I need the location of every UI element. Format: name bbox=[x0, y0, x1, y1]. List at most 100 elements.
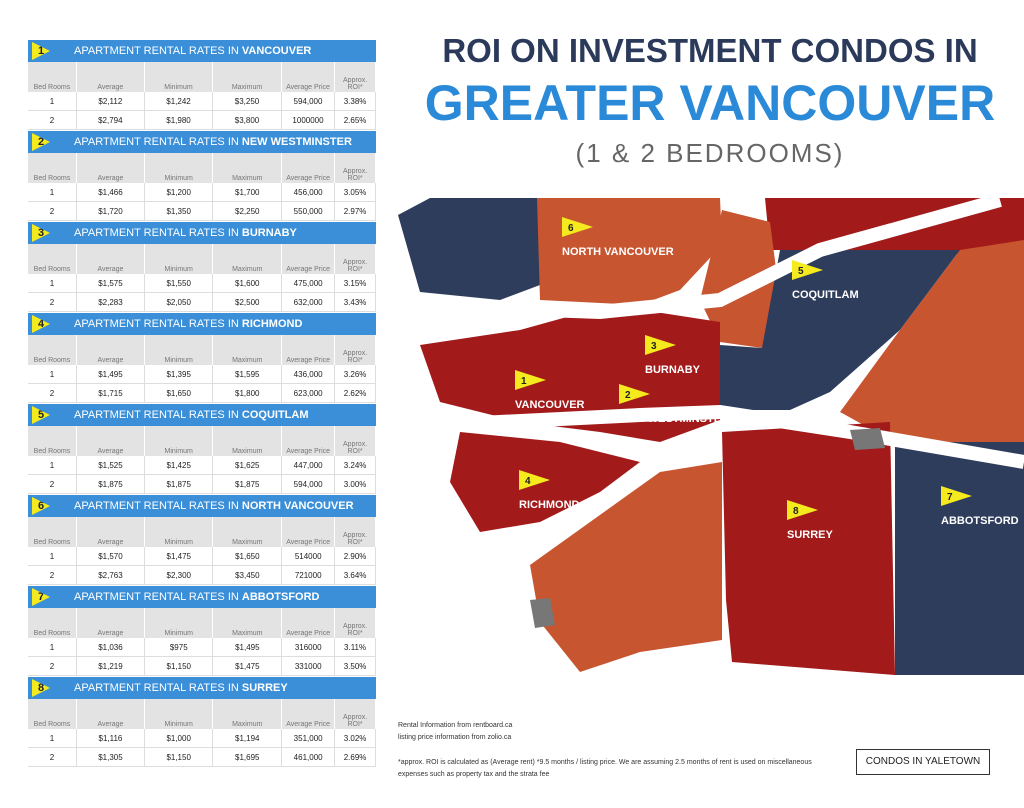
table-body: Bed Rooms Average Minimum Maximum Average Pr… bbox=[28, 608, 376, 676]
source: Rental Information from rentboard.ca bbox=[398, 722, 513, 729]
cell: $1,595 bbox=[212, 365, 283, 384]
cell: $1,525 bbox=[76, 456, 145, 475]
river bbox=[439, 404, 1024, 469]
cell: 3.43% bbox=[334, 292, 376, 312]
data-row: 1 $1,525 $1,425 $1,625 447,000 3.24% bbox=[28, 456, 376, 475]
cell: $1,150 bbox=[144, 656, 214, 676]
cell: $1,000 bbox=[144, 729, 214, 748]
cell: 475,000 bbox=[281, 274, 336, 293]
column-header: Minimum bbox=[144, 426, 214, 456]
column-header: Average Price bbox=[281, 62, 336, 92]
cell: $1,800 bbox=[212, 383, 283, 403]
header-row: Bed Rooms Average Minimum Maximum Average Pr… bbox=[28, 426, 376, 456]
cell: 1000000 bbox=[281, 110, 336, 130]
title-city: RICHMOND bbox=[241, 318, 303, 330]
flag bbox=[787, 500, 818, 520]
table-title: APARTMENT RENTAL RATES IN NORTH VANCOUVE… bbox=[74, 500, 354, 512]
cell: 3.50% bbox=[334, 656, 376, 676]
column-header: Maximum bbox=[212, 517, 283, 547]
table-body: Bed Rooms Average Minimum Maximum Average Pr… bbox=[28, 699, 376, 767]
table-title: APARTMENT RENTAL RATES IN VANCOUVER bbox=[74, 45, 311, 57]
region-label: RICHMOND bbox=[519, 499, 580, 511]
cell: 2 bbox=[28, 201, 77, 221]
cell: 2.62% bbox=[334, 383, 376, 403]
cell: 2 bbox=[28, 565, 77, 585]
data-row: 2 $2,794 $1,980 $3,800 1000000 2.65% bbox=[28, 110, 376, 130]
cell: $3,250 bbox=[212, 92, 282, 111]
data-row: 1 $1,116 $1,000 $1,194 351,000 3.02% bbox=[28, 729, 376, 748]
table-header: 6 APARTMENT RENTAL RATES IN NORTH VANCOUV… bbox=[28, 495, 376, 517]
cell: $1,700 bbox=[212, 183, 283, 202]
title-city: SURREY bbox=[241, 682, 288, 694]
data-row: 2 $1,875 $1,875 $1,875 594,000 3.00% bbox=[28, 474, 376, 494]
river bbox=[537, 457, 663, 550]
flag bbox=[792, 260, 823, 280]
cell: 461,000 bbox=[281, 747, 336, 767]
cell: $1,200 bbox=[144, 183, 214, 202]
table-title: APARTMENT RENTAL RATES IN COQUITLAM bbox=[74, 409, 309, 421]
column-header: Bed Rooms bbox=[28, 517, 77, 547]
table-body: Bed Rooms Average Minimum Maximum Average Pr… bbox=[28, 153, 376, 221]
cell: $1,219 bbox=[76, 656, 146, 676]
flag-number: 5 bbox=[798, 266, 804, 277]
table-header: 5 APARTMENT RENTAL RATES IN COQUITLAM bbox=[28, 404, 376, 426]
source: listing price information from zolio.ca bbox=[398, 734, 512, 741]
cell: $1,116 bbox=[76, 729, 145, 748]
cell: $3,800 bbox=[212, 110, 282, 130]
rate-table: 4 APARTMENT RENTAL RATES IN RICHMOND Bed R… bbox=[28, 313, 376, 403]
column-header: Average bbox=[76, 244, 145, 274]
table-title: APARTMENT RENTAL RATES IN SURREY bbox=[74, 682, 288, 694]
region bbox=[840, 240, 1024, 445]
title-city: COQUITLAM bbox=[241, 409, 309, 421]
column-header: Approx. ROI* bbox=[334, 153, 376, 183]
cell: 2 bbox=[28, 474, 77, 494]
header-row: Bed Rooms Average Minimum Maximum Average Pr… bbox=[28, 517, 376, 547]
cell: 2.97% bbox=[334, 201, 376, 221]
table-header: 7 APARTMENT RENTAL RATES IN ABBOTSFORD bbox=[28, 586, 376, 608]
cell: 3.24% bbox=[334, 456, 376, 475]
cell: 2 bbox=[28, 292, 77, 312]
cell: $2,300 bbox=[144, 565, 214, 585]
column-header: Minimum bbox=[144, 335, 214, 365]
cell: 623,000 bbox=[281, 383, 336, 403]
column-header: Average Price bbox=[281, 153, 336, 183]
title-line3: (1 & 2 BEDROOMS) bbox=[575, 138, 845, 168]
cell: $1,600 bbox=[212, 274, 283, 293]
cell: 316000 bbox=[281, 638, 336, 657]
column-header: Average bbox=[76, 335, 145, 365]
column-header: Average Price bbox=[281, 244, 336, 274]
cell: 3.64% bbox=[334, 565, 376, 585]
title-prefix: APARTMENT RENTAL RATES IN bbox=[74, 500, 239, 512]
header-row: Bed Rooms Average Minimum Maximum Average Pr… bbox=[28, 244, 376, 274]
cell: $1,194 bbox=[212, 729, 283, 748]
column-header: Average bbox=[76, 153, 145, 183]
data-row: 1 $1,466 $1,200 $1,700 456,000 3.05% bbox=[28, 183, 376, 202]
region bbox=[895, 442, 1024, 675]
column-header: Bed Rooms bbox=[28, 608, 77, 638]
flag bbox=[562, 217, 593, 237]
cell: $1,575 bbox=[76, 274, 145, 293]
header-row: Bed Rooms Average Minimum Maximum Average Pr… bbox=[28, 699, 376, 729]
column-header: Maximum bbox=[212, 335, 283, 365]
island bbox=[850, 428, 885, 450]
cell: 331000 bbox=[281, 656, 336, 676]
cell: $1,475 bbox=[144, 547, 214, 566]
data-row: 2 $1,219 $1,150 $1,475 331000 3.50% bbox=[28, 656, 376, 676]
cell: $1,980 bbox=[144, 110, 214, 130]
region bbox=[398, 198, 540, 300]
data-row: 1 $1,570 $1,475 $1,650 514000 2.90% bbox=[28, 547, 376, 566]
column-header: Maximum bbox=[212, 62, 282, 92]
cell: $1,550 bbox=[144, 274, 214, 293]
cell: $1,150 bbox=[144, 747, 214, 767]
rate-table: 7 APARTMENT RENTAL RATES IN ABBOTSFORD Bed… bbox=[28, 586, 376, 676]
cell: 594,000 bbox=[281, 92, 336, 111]
title-prefix: APARTMENT RENTAL RATES IN bbox=[74, 409, 239, 421]
rate-table: 2 APARTMENT RENTAL RATES IN NEW WESTMINST… bbox=[28, 131, 376, 221]
cell: $1,425 bbox=[144, 456, 214, 475]
title-line1: ROI ON INVESTMENT CONDOS IN bbox=[442, 32, 978, 69]
column-header: Average Price bbox=[281, 517, 336, 547]
cell: $1,036 bbox=[76, 638, 146, 657]
cell: 2.69% bbox=[334, 747, 376, 767]
cell: $1,625 bbox=[212, 456, 283, 475]
title-city: BURNABY bbox=[241, 227, 297, 239]
